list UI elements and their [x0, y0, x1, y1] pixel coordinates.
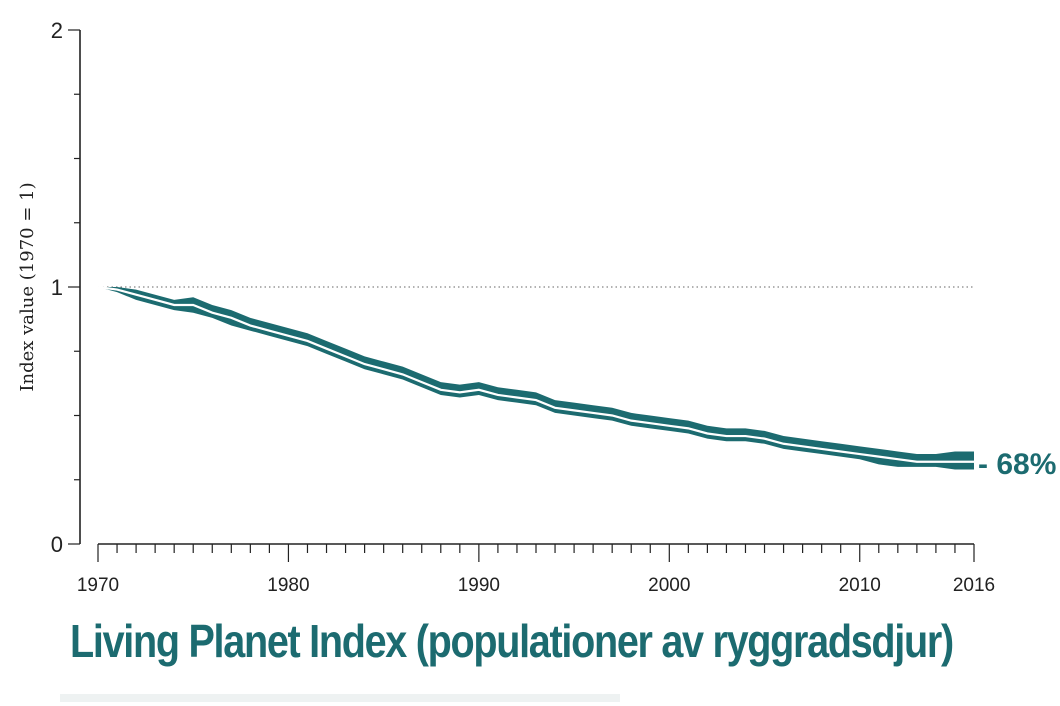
- y-tick-label: 2: [51, 18, 63, 43]
- tick-labels: 1970 1980 1990 2000 2010 2016 0 1 2: [51, 18, 995, 596]
- x-tick-label: 2016: [953, 575, 995, 596]
- y-tick-label: 1: [51, 275, 63, 300]
- x-tick-label: 2000: [648, 575, 690, 596]
- index-line-layer: [97, 285, 974, 463]
- chart-title: Living Planet Index (populationer av ryg…: [70, 615, 954, 667]
- x-tick-label: 1970: [77, 575, 119, 596]
- confidence-band-layer: [98, 287, 974, 470]
- x-tick-label: 1980: [267, 575, 309, 596]
- x-tick-label: 2010: [839, 575, 881, 596]
- y-tick-label: 0: [51, 532, 63, 557]
- y-axis-label: Index value (1970 = 1): [17, 182, 38, 391]
- change-annotation: - 68%: [978, 448, 1056, 481]
- x-tick-label: 1990: [458, 575, 500, 596]
- index-line: [97, 285, 974, 463]
- confidence-band: [98, 287, 974, 470]
- tick-marks: [68, 29, 975, 562]
- title-shadow: [60, 694, 620, 702]
